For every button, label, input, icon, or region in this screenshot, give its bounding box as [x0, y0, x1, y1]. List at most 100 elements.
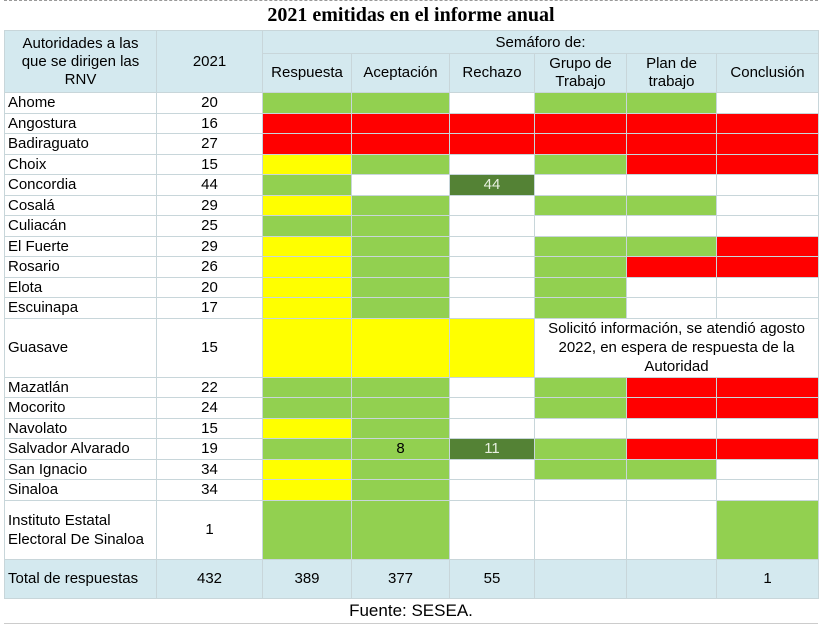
- status-cell: [534, 376, 627, 398]
- status-cell: [262, 397, 352, 419]
- authority-cell: Rosario: [4, 256, 157, 278]
- status-cell: [626, 276, 717, 298]
- count-cell: 26: [156, 256, 263, 278]
- status-cell: [351, 92, 450, 114]
- status-cell: [534, 256, 627, 278]
- status-cell: [626, 112, 717, 134]
- status-cell: [715, 133, 820, 155]
- status-cell: [262, 174, 352, 196]
- authority-cell: San Ignacio: [4, 458, 157, 480]
- row: Sinaloa 34: [4, 479, 820, 501]
- status-cell: [715, 174, 820, 196]
- authority-cell: Navolato: [4, 417, 157, 439]
- authority-cell: Salvador Alvarado: [4, 438, 157, 460]
- status-cell: [449, 458, 535, 480]
- status-cell: [449, 133, 535, 155]
- total-cell: 1: [715, 558, 820, 599]
- status-cell: [449, 297, 535, 319]
- status-cell: [351, 256, 450, 278]
- count-cell: 16: [156, 112, 263, 134]
- row: Ahome 20: [4, 92, 820, 114]
- status-cell: [262, 235, 352, 257]
- header-cell: Aceptación: [351, 53, 450, 93]
- header-cell: Grupo de Trabajo: [534, 53, 627, 93]
- authority-cell: Concordia: [4, 174, 157, 196]
- note-cell: Solicitó información, se atendió agosto …: [533, 317, 820, 378]
- count-cell: 17: [156, 297, 263, 319]
- status-cell: [262, 276, 352, 298]
- status-cell: [626, 215, 717, 237]
- count-cell: 44: [156, 174, 263, 196]
- status-cell: [534, 479, 627, 501]
- header-cell: Autoridades a las que se dirigen las RNV: [4, 30, 157, 93]
- status-cell: [715, 479, 820, 501]
- status-cell: [626, 376, 717, 398]
- count-cell: 19: [156, 438, 263, 460]
- status-cell: [715, 438, 820, 460]
- authority-cell: Mazatlán: [4, 376, 157, 398]
- count-cell: 22: [156, 376, 263, 398]
- total-cell: [626, 558, 717, 599]
- table-body: Autoridades a las que se dirigen las RNV…: [4, 30, 820, 599]
- count-cell: 34: [156, 458, 263, 480]
- title: 2021 emitidas en el informe anual: [4, 0, 818, 30]
- count-cell: 20: [156, 92, 263, 114]
- authority-cell: Ahome: [4, 92, 157, 114]
- count-cell: 1: [156, 499, 263, 560]
- status-cell: [715, 215, 820, 237]
- row: Badiraguato 27: [4, 133, 820, 155]
- status-cell: [262, 376, 352, 398]
- status-cell: [262, 317, 352, 378]
- status-cell: [351, 458, 450, 480]
- status-cell: [351, 479, 450, 501]
- status-cell: [626, 417, 717, 439]
- authority-cell: Cosalá: [4, 194, 157, 216]
- total-cell: [534, 558, 627, 599]
- status-cell: [351, 153, 450, 175]
- status-cell: [534, 458, 627, 480]
- status-cell: [715, 297, 820, 319]
- row: Concordia 44 44: [4, 174, 820, 196]
- status-cell: [449, 417, 535, 439]
- authority-cell: Culiacán: [4, 215, 157, 237]
- status-cell: [534, 417, 627, 439]
- status-cell: [534, 235, 627, 257]
- source: Fuente: SESEA.: [4, 599, 818, 624]
- status-cell: [449, 235, 535, 257]
- authority-cell: Angostura: [4, 112, 157, 134]
- header-cell: Rechazo: [449, 53, 535, 93]
- status-cell: [626, 256, 717, 278]
- status-cell: [534, 92, 627, 114]
- row: El Fuerte 29: [4, 235, 820, 257]
- status-cell: [715, 112, 820, 134]
- cell-value: 44: [483, 176, 501, 194]
- status-cell: [351, 397, 450, 419]
- status-cell: [715, 256, 820, 278]
- total-value: 389: [294, 570, 320, 587]
- count-cell: 34: [156, 479, 263, 501]
- status-cell: [626, 235, 717, 257]
- status-cell: [626, 194, 717, 216]
- count-cell: 29: [156, 235, 263, 257]
- count-cell: 20: [156, 276, 263, 298]
- status-cell: [534, 133, 627, 155]
- status-cell: [262, 479, 352, 501]
- status-cell: [262, 458, 352, 480]
- status-cell: [626, 397, 717, 419]
- status-cell: [534, 194, 627, 216]
- status-cell: [715, 397, 820, 419]
- status-cell: [715, 194, 820, 216]
- status-cell: [534, 112, 627, 134]
- status-cell: [626, 297, 717, 319]
- header-cell: 2021: [156, 30, 263, 93]
- status-cell: [351, 417, 450, 439]
- status-cell: [715, 458, 820, 480]
- count-cell: 24: [156, 397, 263, 419]
- status-cell: [449, 256, 535, 278]
- status-cell: [449, 317, 535, 378]
- status-cell: [351, 276, 450, 298]
- row: Mazatlán 22: [4, 376, 820, 398]
- status-cell: [262, 194, 352, 216]
- status-cell: [715, 276, 820, 298]
